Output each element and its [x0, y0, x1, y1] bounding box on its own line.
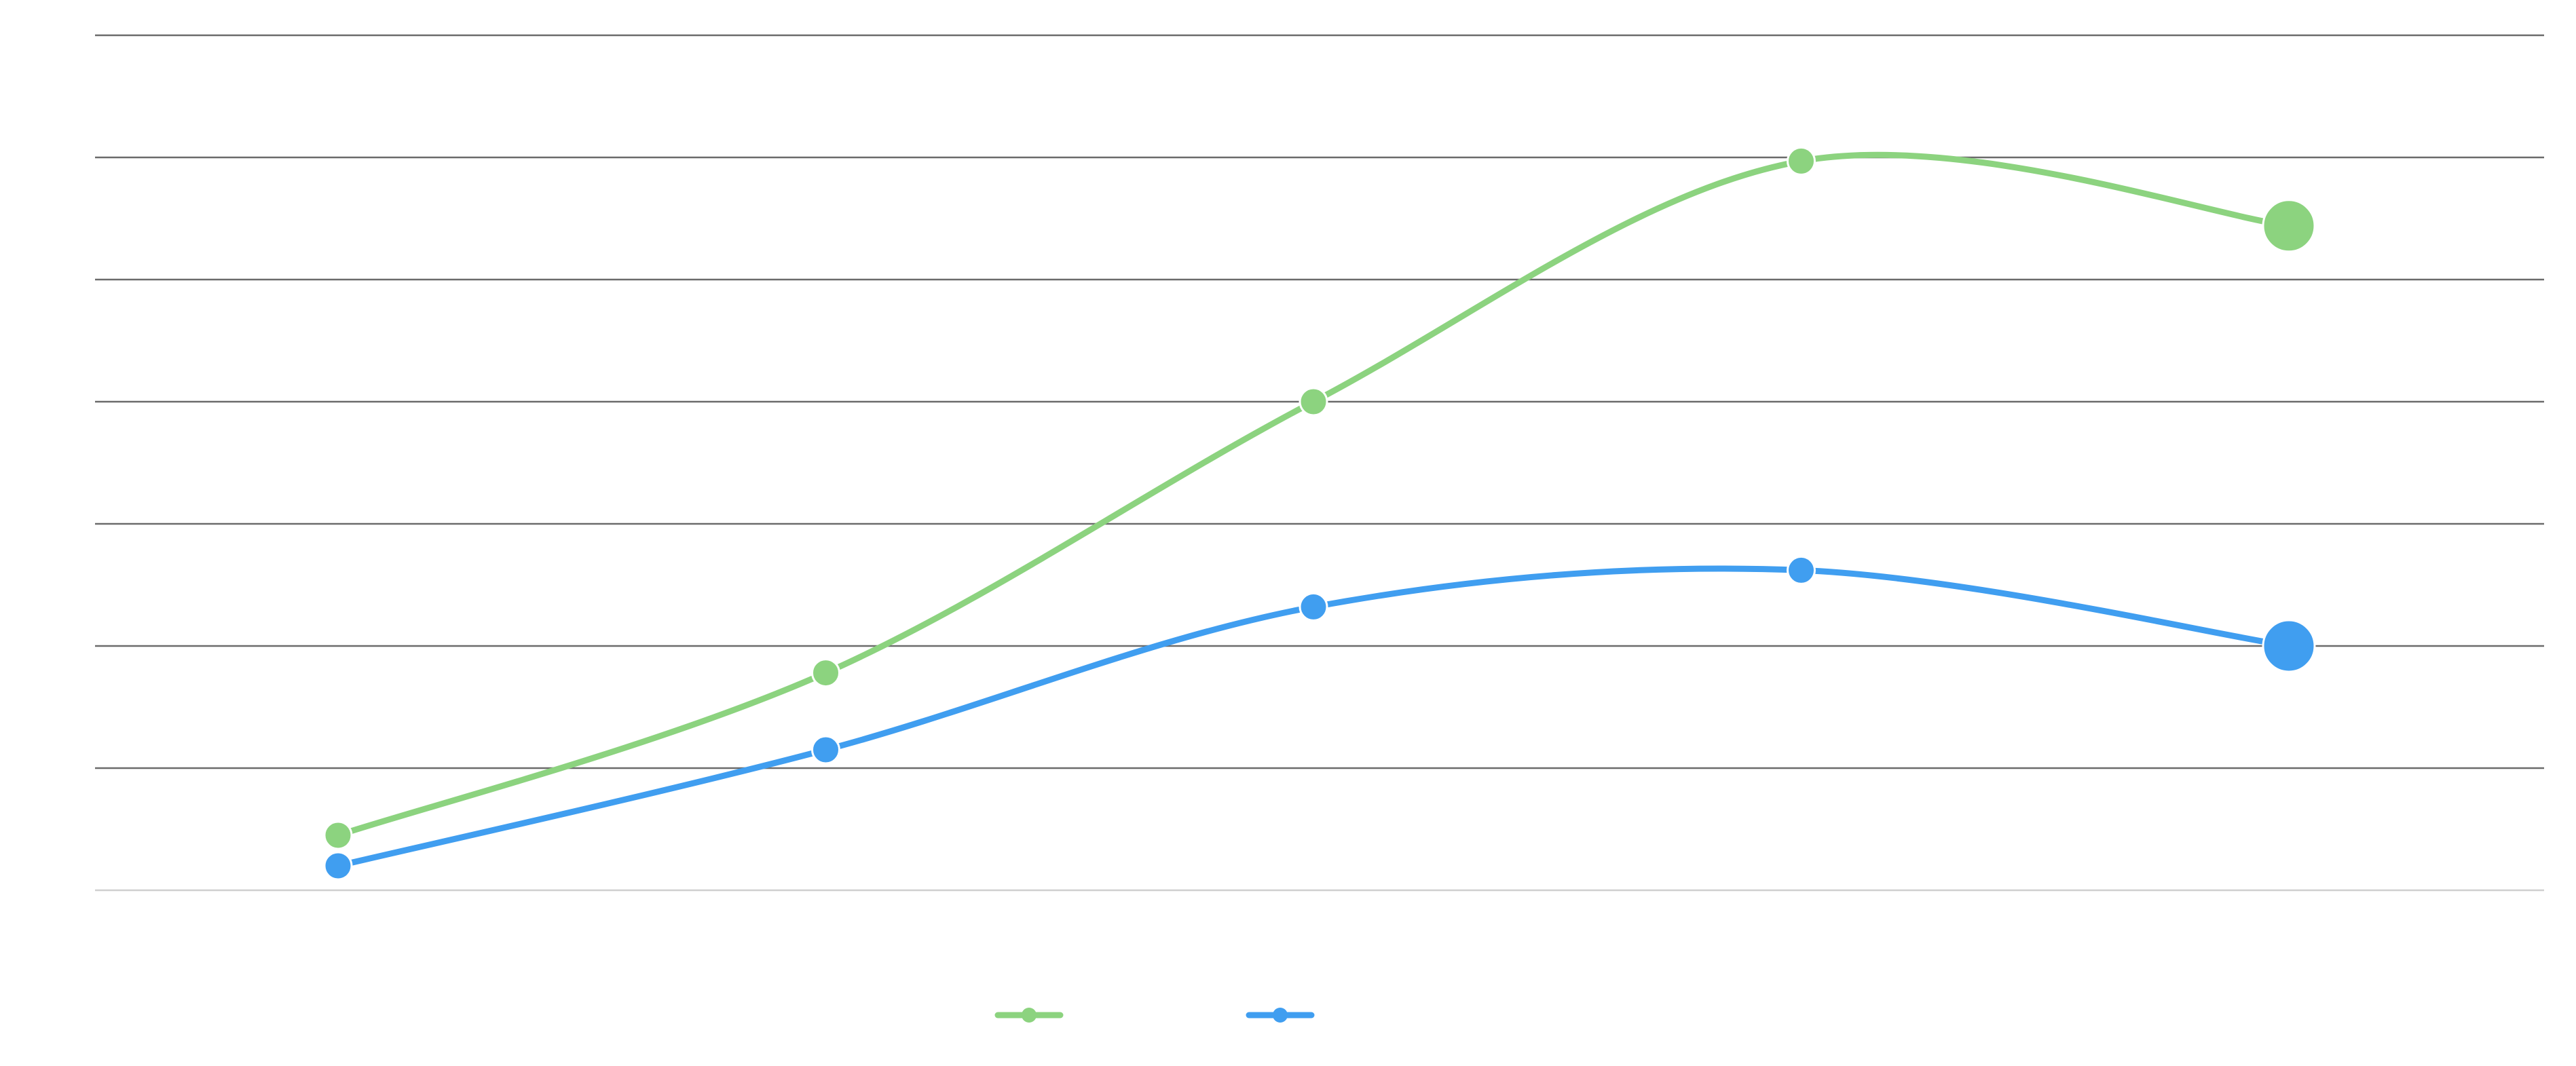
series-2-point[interactable]	[811, 735, 840, 765]
series-2-point[interactable]	[1299, 592, 1328, 622]
legend-item-2[interactable]	[1246, 1008, 1315, 1023]
legend-item-1[interactable]	[994, 1008, 1064, 1023]
series-1-point[interactable]	[1299, 387, 1328, 417]
series-1-point[interactable]	[1787, 146, 1816, 176]
series-1	[323, 146, 2316, 850]
legend-swatch-marker	[1273, 1008, 1288, 1023]
series-1-point[interactable]	[811, 658, 840, 688]
series-2-point[interactable]	[2262, 619, 2316, 673]
series-1-point[interactable]	[323, 820, 353, 850]
series-2-point[interactable]	[1787, 555, 1816, 585]
series-2-point[interactable]	[323, 851, 353, 881]
grid-layer	[95, 34, 2544, 892]
series-layer	[323, 146, 2316, 881]
legend-swatch-marker	[1022, 1008, 1037, 1023]
series-1-point[interactable]	[2262, 199, 2316, 253]
legend[interactable]	[994, 1008, 1315, 1023]
series-2	[323, 555, 2316, 881]
series-1-line	[335, 151, 2292, 839]
